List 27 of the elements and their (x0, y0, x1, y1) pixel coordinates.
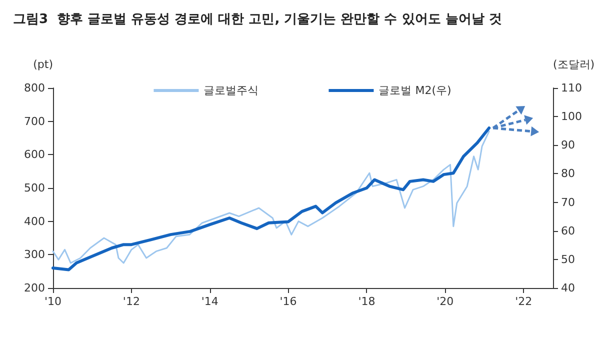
x-tick-label: '22 (515, 295, 532, 308)
y2-tick-label: 110 (561, 82, 582, 94)
y-tick-label: 700 (24, 114, 45, 128)
legend-label: 글로벌 M2(우) (378, 84, 452, 97)
y2-axis-title: (조달러) (553, 58, 595, 71)
y2-tick-label: 50 (561, 252, 575, 266)
y-tick-label: 500 (24, 182, 45, 194)
y-tick-label: 600 (24, 148, 45, 162)
y2-tick-label: 90 (561, 138, 575, 152)
x-tick-label: '10 (44, 295, 62, 308)
x-tick-label: '18 (358, 295, 376, 308)
y-axis-title: (pt) (33, 58, 53, 71)
y-tick-label: 200 (24, 282, 45, 294)
y2-tick-label: 100 (561, 110, 582, 124)
chart-title: 그림3 향후 글로벌 유동성 경로에 대한 고민, 기울기는 완만할 수 있어도 늘어날 것 (13, 12, 502, 27)
x-tick-label: '12 (122, 295, 140, 308)
legend-label: 글로벌주식 (204, 84, 259, 97)
y2-tick-label: 70 (561, 196, 575, 209)
x-tick-label: '16 (280, 295, 297, 308)
x-tick-label: '20 (436, 295, 454, 308)
y-tick-label: 800 (24, 82, 45, 94)
y-tick-label: 300 (24, 248, 45, 262)
y-tick-label: 400 (24, 214, 45, 228)
y2-tick-label: 80 (561, 167, 575, 180)
y2-tick-label: 60 (561, 224, 575, 238)
x-tick-label: '14 (201, 295, 218, 308)
y2-tick-label: 40 (561, 282, 575, 294)
